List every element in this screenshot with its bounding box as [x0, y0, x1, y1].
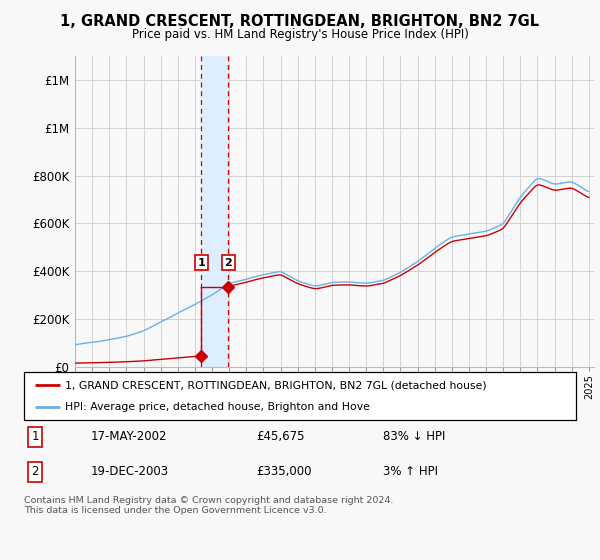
Text: 2: 2	[31, 465, 39, 478]
Text: 83% ↓ HPI: 83% ↓ HPI	[383, 430, 445, 444]
Text: 2: 2	[224, 258, 232, 268]
Text: £45,675: £45,675	[256, 430, 304, 444]
Text: 1, GRAND CRESCENT, ROTTINGDEAN, BRIGHTON, BN2 7GL: 1, GRAND CRESCENT, ROTTINGDEAN, BRIGHTON…	[61, 14, 539, 29]
Text: 19-DEC-2003: 19-DEC-2003	[90, 465, 169, 478]
Text: 17-MAY-2002: 17-MAY-2002	[90, 430, 167, 444]
Bar	[201, 56, 229, 367]
Text: 1: 1	[197, 258, 205, 268]
Text: 1: 1	[31, 430, 39, 444]
Text: 1, GRAND CRESCENT, ROTTINGDEAN, BRIGHTON, BN2 7GL (detached house): 1, GRAND CRESCENT, ROTTINGDEAN, BRIGHTON…	[65, 380, 487, 390]
Text: £335,000: £335,000	[256, 465, 311, 478]
Text: 3% ↑ HPI: 3% ↑ HPI	[383, 465, 438, 478]
Text: Contains HM Land Registry data © Crown copyright and database right 2024.
This d: Contains HM Land Registry data © Crown c…	[24, 496, 394, 515]
Text: Price paid vs. HM Land Registry's House Price Index (HPI): Price paid vs. HM Land Registry's House …	[131, 28, 469, 41]
Text: HPI: Average price, detached house, Brighton and Hove: HPI: Average price, detached house, Brig…	[65, 402, 370, 412]
